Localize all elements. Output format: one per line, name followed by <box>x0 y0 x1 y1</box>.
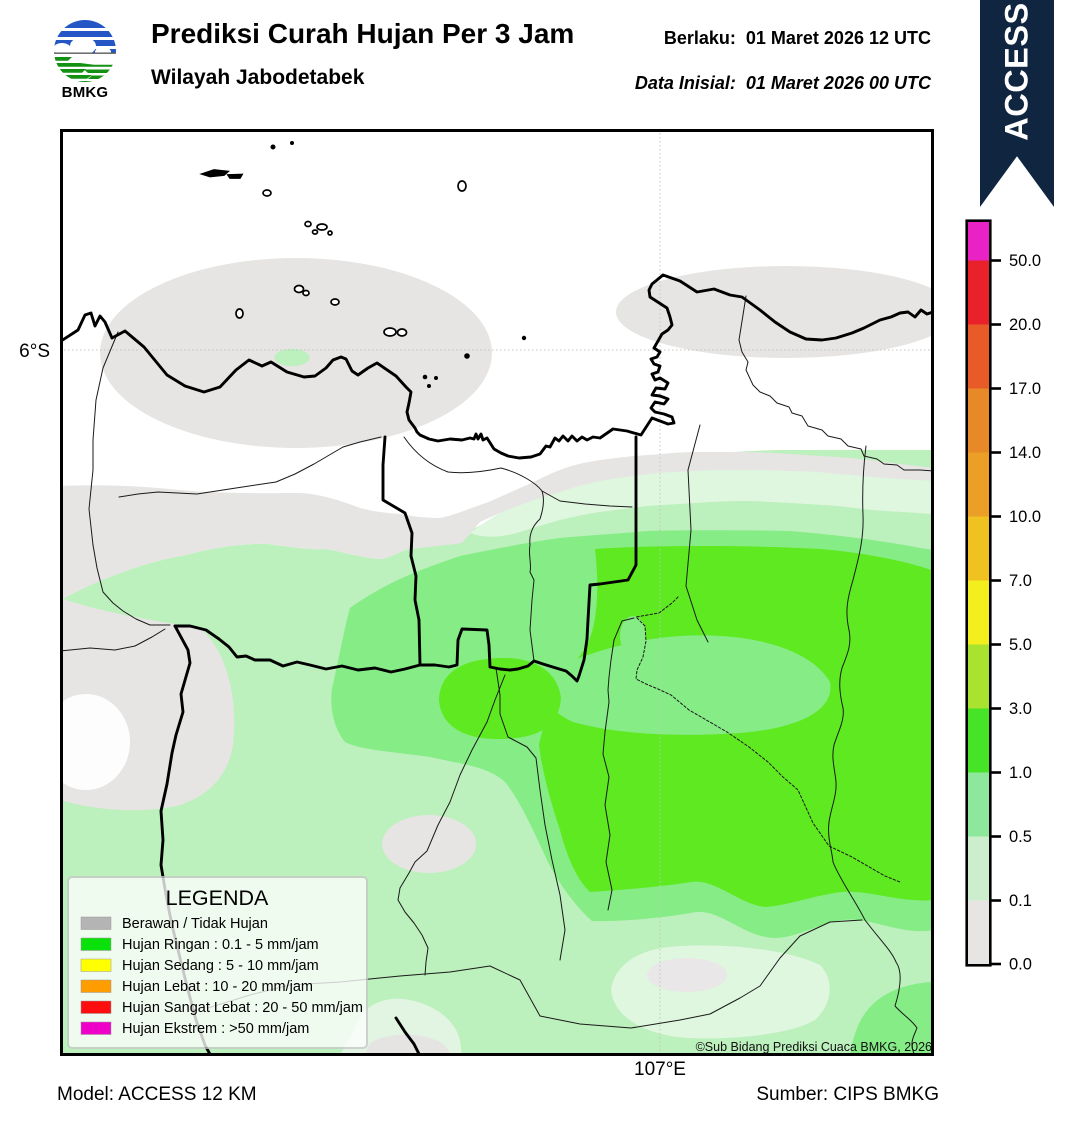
svg-text:Hujan Sangat Lebat : 20 - 50 m: Hujan Sangat Lebat : 20 - 50 mm/jam <box>122 1000 363 1016</box>
svg-text:3.0: 3.0 <box>1009 700 1032 718</box>
svg-text:©Sub Bidang Prediksi Cuaca BMK: ©Sub Bidang Prediksi Cuaca BMKG, 2026 <box>696 1040 932 1054</box>
svg-text:50.0: 50.0 <box>1009 252 1041 270</box>
svg-text:7.0: 7.0 <box>1009 572 1032 590</box>
svg-text:10.0: 10.0 <box>1009 508 1041 526</box>
svg-text:Hujan Sedang : 5 - 10 mm/jam: Hujan Sedang : 5 - 10 mm/jam <box>122 958 319 974</box>
svg-text:5.0: 5.0 <box>1009 636 1032 654</box>
svg-text:Hujan Lebat : 10 - 20 mm/jam: Hujan Lebat : 10 - 20 mm/jam <box>122 979 313 995</box>
svg-text:20.0: 20.0 <box>1009 316 1041 334</box>
svg-text:Berawan / Tidak Hujan: Berawan / Tidak Hujan <box>122 916 268 932</box>
svg-text:1.0: 1.0 <box>1009 764 1032 782</box>
svg-text:Hujan Ringan : 0.1 - 5 mm/jam: Hujan Ringan : 0.1 - 5 mm/jam <box>122 937 319 953</box>
svg-text:LEGENDA: LEGENDA <box>166 886 269 910</box>
svg-text:14.0: 14.0 <box>1009 444 1041 462</box>
svg-text:0.5: 0.5 <box>1009 828 1032 846</box>
svg-text:Hujan Ekstrem : >50 mm/jam: Hujan Ekstrem : >50 mm/jam <box>122 1021 309 1037</box>
svg-text:17.0: 17.0 <box>1009 380 1041 398</box>
svg-text:0.0: 0.0 <box>1009 956 1032 974</box>
svg-text:0.1: 0.1 <box>1009 892 1032 910</box>
